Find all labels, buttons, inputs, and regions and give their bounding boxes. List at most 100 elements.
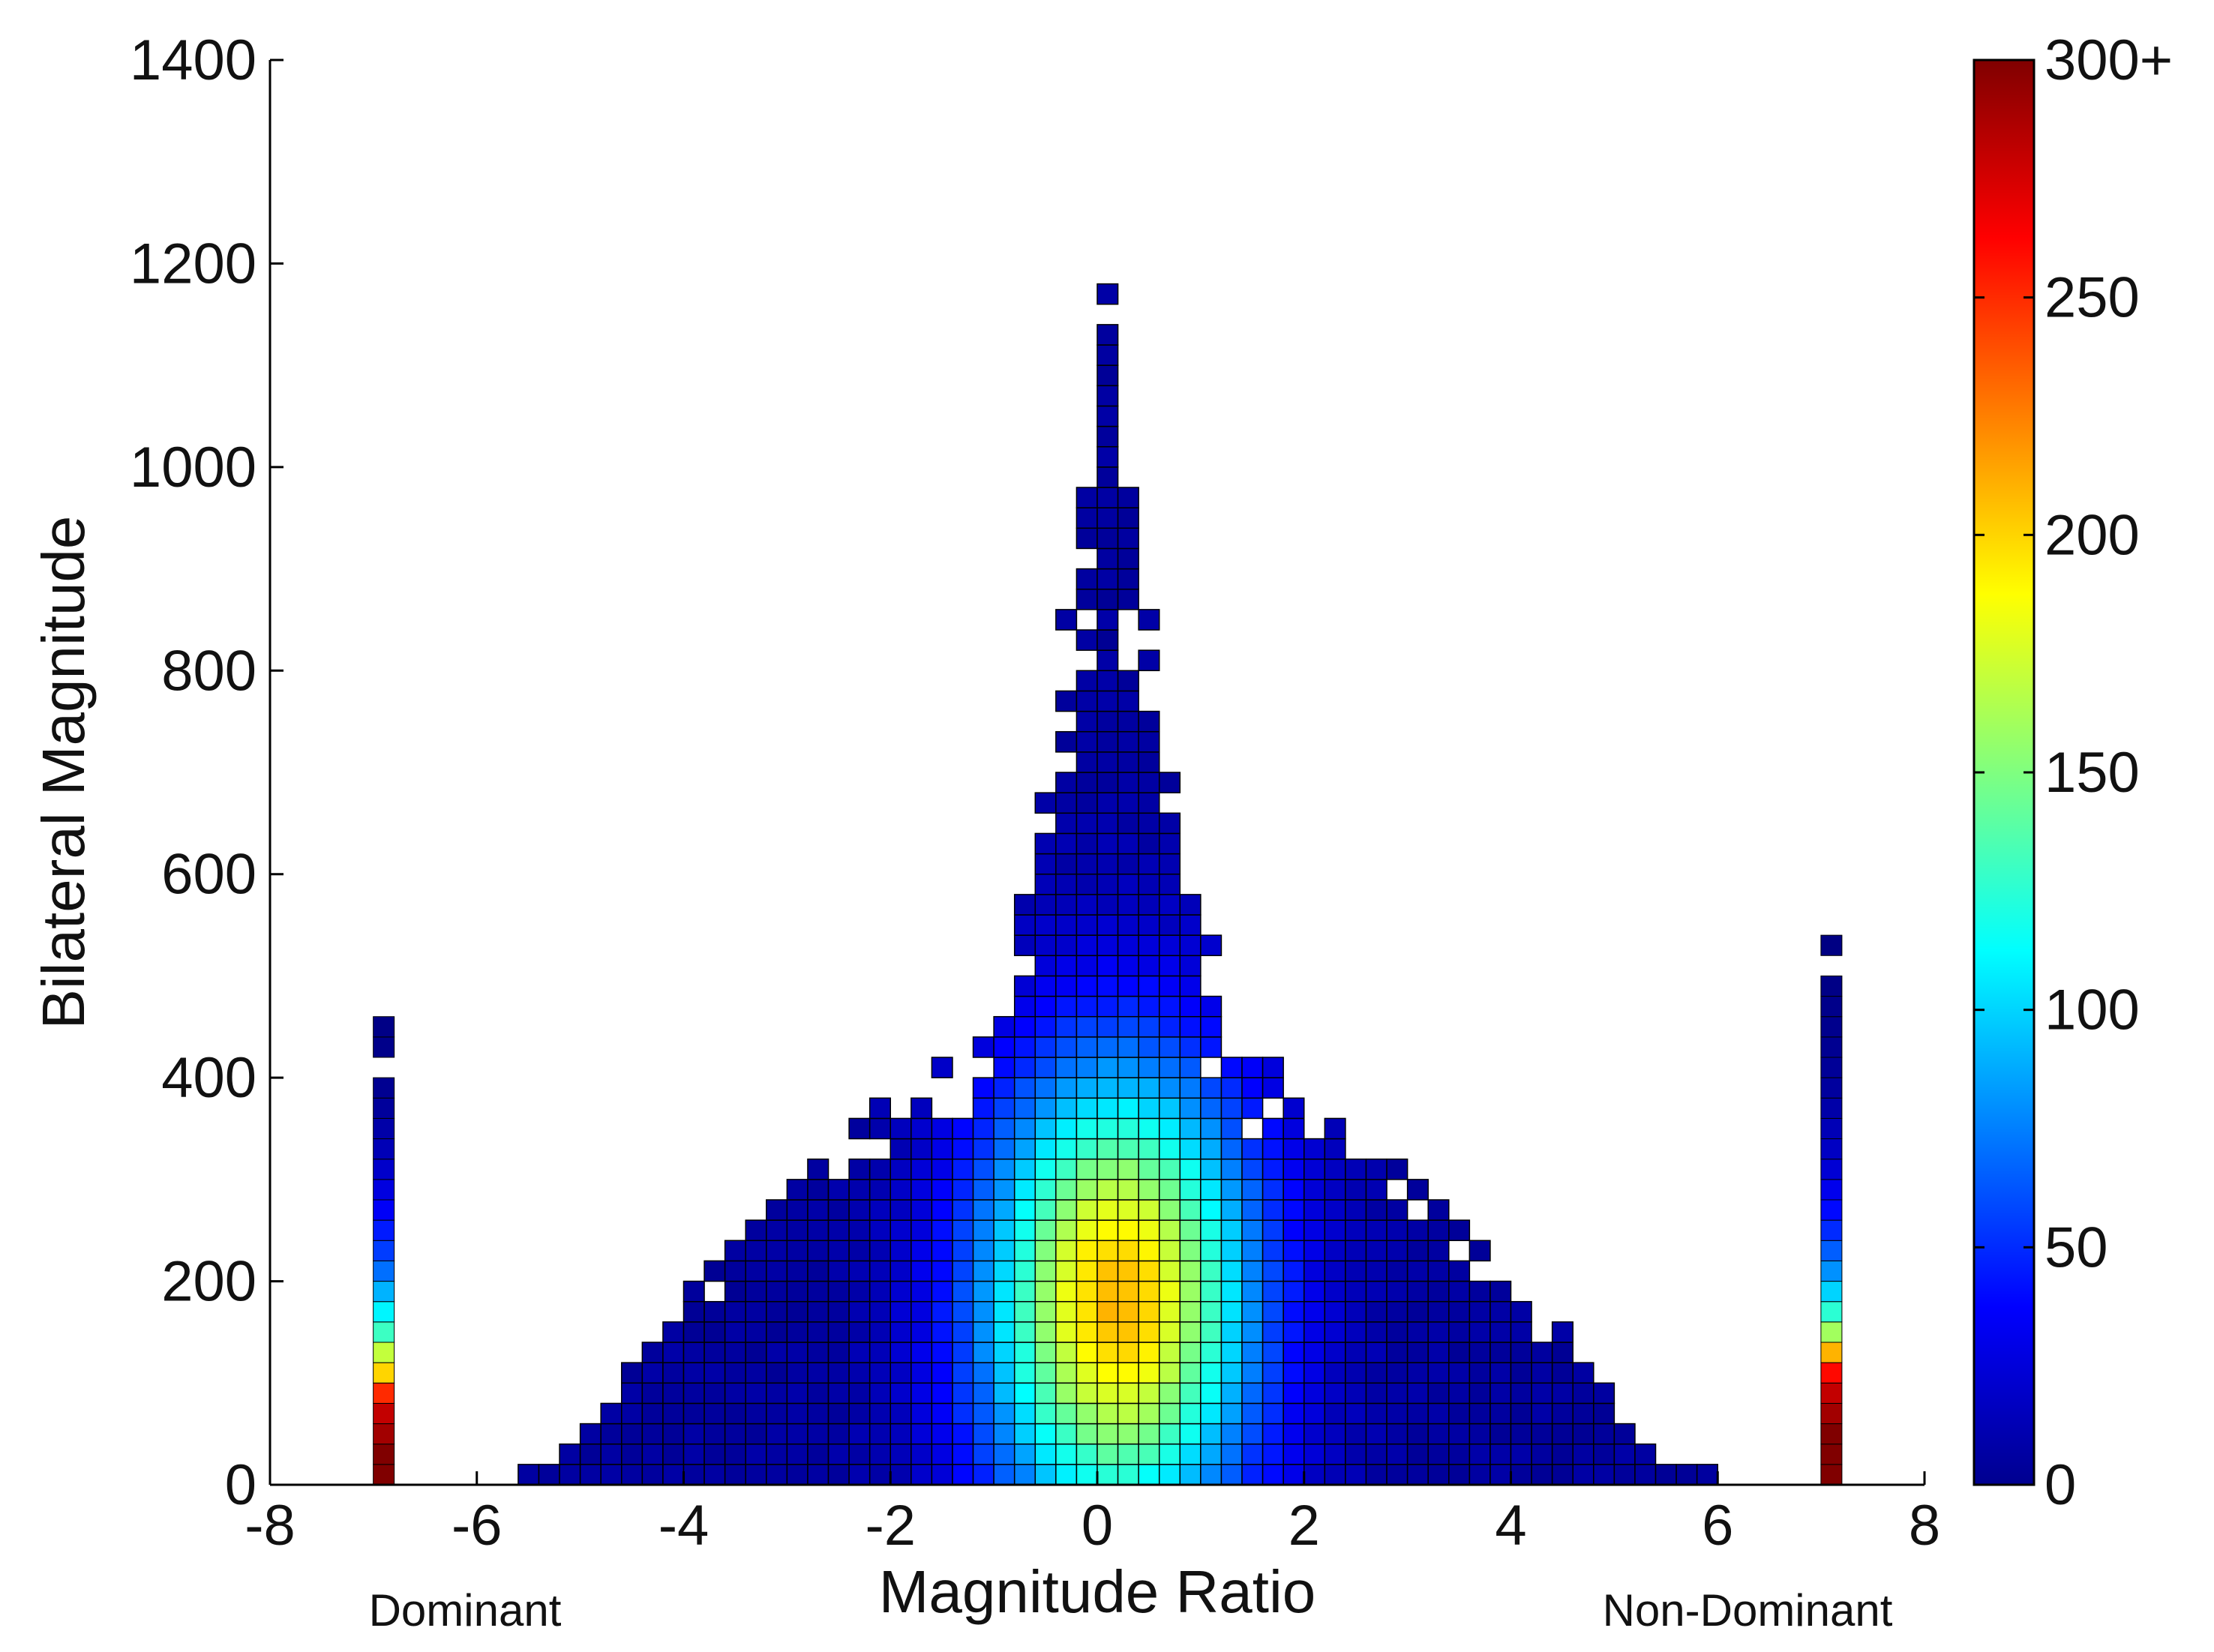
heatmap-cell — [1117, 1219, 1139, 1242]
heatmap-cell — [1034, 1077, 1057, 1099]
heatmap-cell — [1055, 1057, 1078, 1078]
heatmap-cell — [827, 1382, 850, 1405]
heatmap-cell — [1345, 1300, 1367, 1323]
heatmap-cell — [1076, 588, 1098, 610]
heatmap-cell — [1179, 995, 1202, 1018]
heatmap-cell — [827, 1342, 850, 1363]
heatmap-cell — [848, 1402, 871, 1425]
heatmap-cell — [1427, 1423, 1450, 1445]
heatmap-cell — [1262, 1219, 1284, 1242]
heatmap-cell — [1138, 1300, 1160, 1323]
heatmap-cell — [972, 1382, 994, 1405]
heatmap-cell — [579, 1464, 602, 1485]
heatmap-cell — [1427, 1199, 1450, 1221]
heatmap-cell — [1696, 1464, 1718, 1485]
heatmap-cell — [1304, 1300, 1326, 1323]
heatmap-cell — [827, 1240, 850, 1262]
heatmap-cell — [1345, 1179, 1367, 1201]
heatmap-cell — [1200, 1382, 1222, 1405]
heatmap-cell — [1324, 1464, 1346, 1485]
heatmap-cell — [1241, 1097, 1264, 1120]
heatmap-cell — [993, 1321, 1016, 1343]
heatmap-cell — [1076, 568, 1098, 590]
heatmap-cell — [1345, 1240, 1367, 1262]
heatmap-cell — [1096, 751, 1119, 773]
heatmap-cell — [952, 1117, 974, 1140]
heatmap-cell — [1076, 853, 1098, 875]
heatmap-cell — [1013, 1097, 1036, 1120]
heatmap-cell — [1117, 1321, 1139, 1343]
heatmap-cell — [1013, 1240, 1036, 1262]
edge-column-cell — [373, 1423, 395, 1445]
heatmap-cell — [972, 1362, 994, 1384]
heatmap-cell — [1158, 1280, 1181, 1303]
heatmap-cell — [827, 1321, 850, 1343]
heatmap-cell — [807, 1260, 830, 1282]
heatmap-cell — [1117, 1240, 1139, 1262]
heatmap-cell — [1220, 1179, 1243, 1201]
heatmap-cell — [1551, 1321, 1574, 1343]
heatmap-cell — [1138, 1464, 1160, 1485]
heatmap-cell — [1654, 1464, 1677, 1485]
heatmap-cell — [1179, 1219, 1202, 1242]
x-tick-label: 8 — [1909, 1494, 1940, 1558]
heatmap-cell — [1076, 1362, 1098, 1384]
heatmap-cell — [1096, 1260, 1119, 1282]
heatmap-cell — [1076, 710, 1098, 733]
heatmap-cell — [786, 1280, 808, 1303]
heatmap-cell — [827, 1464, 850, 1485]
heatmap-cell — [1138, 1240, 1160, 1262]
colorbar-tick-label: 150 — [2044, 741, 2140, 805]
heatmap-cell — [1055, 772, 1078, 793]
heatmap-cell — [1034, 1240, 1057, 1262]
heatmap-cell — [1138, 1342, 1160, 1363]
heatmap-cell — [848, 1199, 871, 1221]
heatmap-cell — [1468, 1321, 1491, 1343]
heatmap-cell — [1117, 507, 1139, 529]
heatmap-cell — [1262, 1300, 1284, 1323]
heatmap-cell — [1200, 1199, 1222, 1221]
heatmap-cell — [1096, 995, 1119, 1018]
heatmap-cell — [1406, 1260, 1429, 1282]
heatmap-cell — [1076, 1117, 1098, 1140]
edge-column-cell — [373, 1199, 395, 1221]
heatmap-cell — [1034, 1423, 1057, 1445]
heatmap-cell — [1324, 1402, 1346, 1425]
heatmap-cell — [1179, 1057, 1202, 1078]
heatmap-cell — [1220, 1199, 1243, 1221]
heatmap-cell — [952, 1179, 974, 1201]
heatmap-cell — [662, 1321, 685, 1343]
heatmap-cell — [1013, 1342, 1036, 1363]
heatmap-cell — [1220, 1362, 1243, 1384]
heatmap-cell — [786, 1260, 808, 1282]
heatmap-cell — [848, 1321, 871, 1343]
heatmap-cell — [1055, 853, 1078, 875]
heatmap-cell — [1138, 1260, 1160, 1282]
heatmap-cell — [559, 1464, 581, 1485]
heatmap-cell — [1013, 1117, 1036, 1140]
heatmap-cell — [890, 1280, 912, 1303]
heatmap-cell — [724, 1382, 746, 1405]
heatmap-cell — [1013, 934, 1036, 957]
heatmap-cell — [931, 1199, 953, 1221]
heatmap-cell — [1096, 1179, 1119, 1201]
heatmap-cell — [1034, 1179, 1057, 1201]
heatmap-cell — [1241, 1240, 1264, 1262]
heatmap-cell — [890, 1219, 912, 1242]
heatmap-cell — [1034, 995, 1057, 1018]
heatmap-cell — [1179, 1464, 1202, 1485]
heatmap-cell — [952, 1342, 974, 1363]
heatmap-cell — [868, 1280, 892, 1303]
heatmap-cell — [766, 1280, 788, 1303]
heatmap-cell — [1096, 1382, 1119, 1405]
heatmap-cell — [1427, 1382, 1450, 1405]
heatmap-cell — [1572, 1464, 1594, 1485]
heatmap-cell — [1262, 1362, 1284, 1384]
heatmap-cell — [1076, 792, 1098, 814]
heatmap-cell — [1676, 1464, 1698, 1485]
heatmap-cell — [1138, 995, 1160, 1018]
heatmap-cell — [1386, 1280, 1408, 1303]
heatmap-cell — [1013, 1382, 1036, 1405]
heatmap-cell — [1055, 1219, 1078, 1242]
heatmap-cell — [1117, 1158, 1139, 1180]
